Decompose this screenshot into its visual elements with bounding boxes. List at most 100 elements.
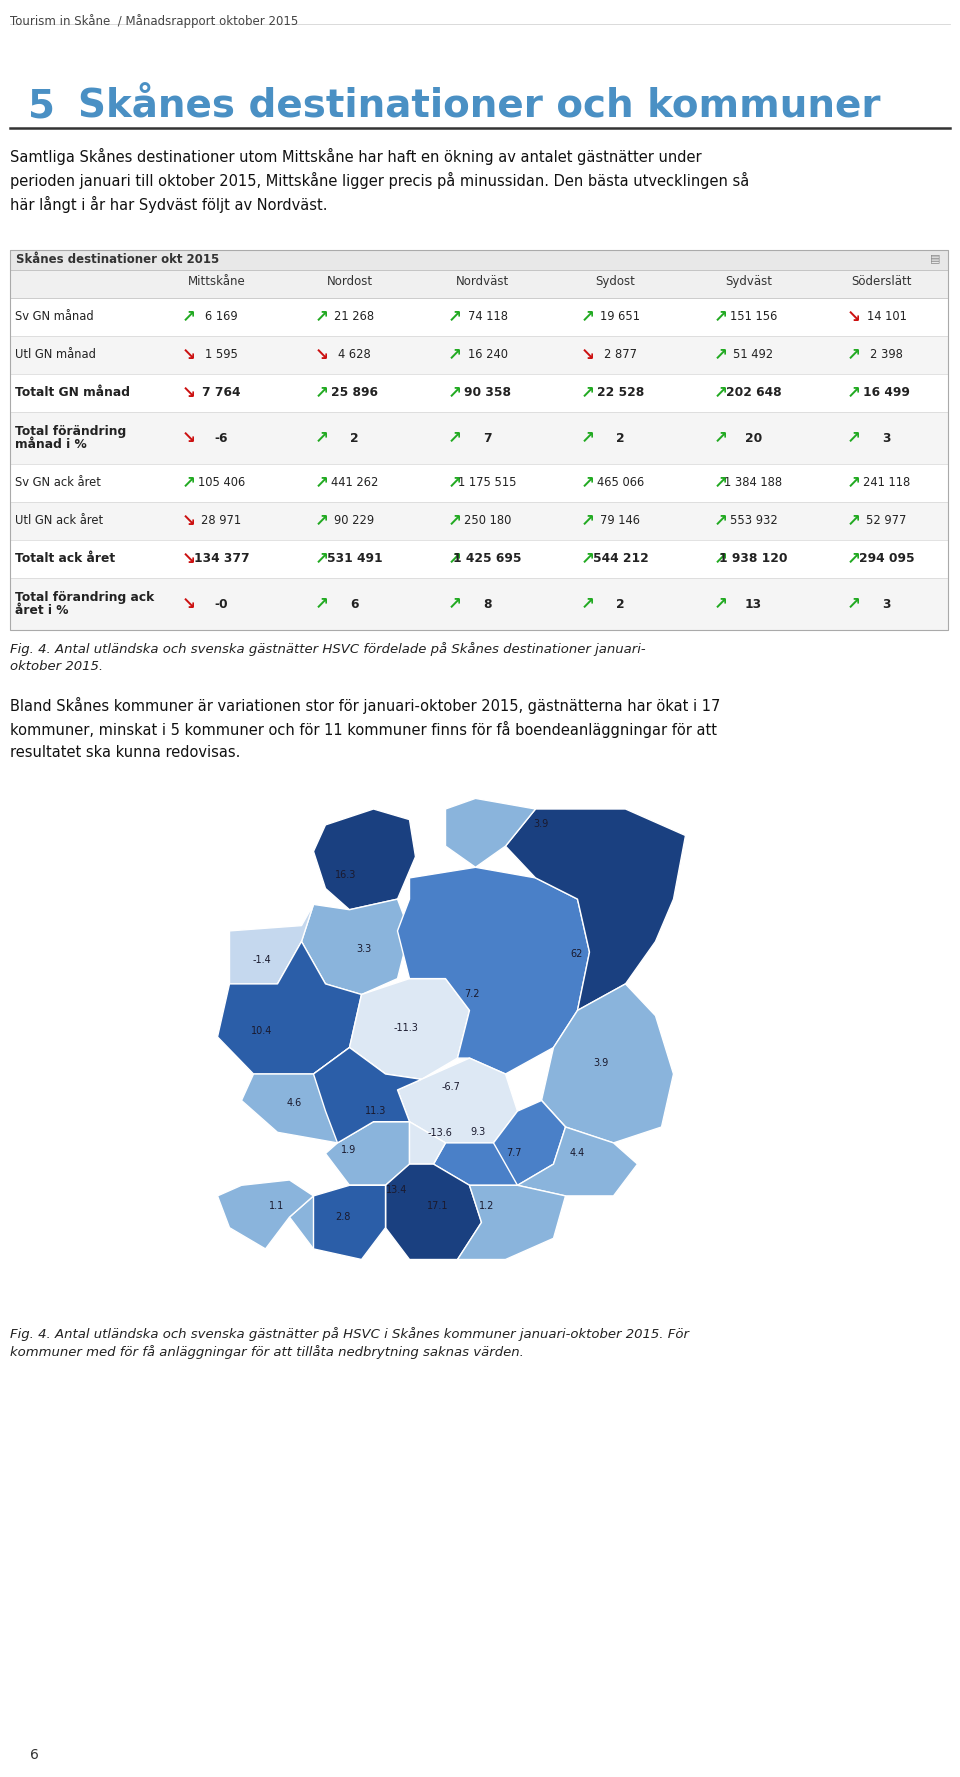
Text: ↗: ↗	[315, 551, 328, 569]
Bar	[10, 501, 948, 540]
Text: Samtliga Skånes destinationer utom Mittskåne har haft en ökning av antalet gästn: Samtliga Skånes destinationer utom Mitts…	[10, 147, 702, 165]
Text: 2 398: 2 398	[870, 348, 903, 361]
Text: ↗: ↗	[847, 428, 860, 448]
Text: perioden januari till oktober 2015, Mittskåne ligger precis på minussidan. Den b: perioden januari till oktober 2015, Mitt…	[10, 172, 749, 188]
Text: ↗: ↗	[713, 551, 728, 569]
Text: ↗: ↗	[315, 384, 328, 402]
Text: 2: 2	[350, 432, 359, 444]
Text: ↗: ↗	[447, 347, 462, 364]
Text: Skånes destinationer och kommuner: Skånes destinationer och kommuner	[78, 89, 880, 126]
Text: 544 212: 544 212	[592, 553, 648, 565]
Text: -13.6: -13.6	[428, 1128, 452, 1137]
Text: 5: 5	[28, 89, 55, 126]
Text: ↗: ↗	[713, 474, 728, 492]
Text: Nordväst: Nordväst	[456, 275, 509, 288]
Text: 7 764: 7 764	[203, 387, 241, 400]
Text: 25 896: 25 896	[331, 387, 378, 400]
Text: ↗: ↗	[713, 307, 728, 325]
Text: 4 628: 4 628	[338, 348, 371, 361]
Text: 10.4: 10.4	[252, 1025, 273, 1036]
Text: 134 377: 134 377	[194, 553, 250, 565]
Text: 3.9: 3.9	[593, 1057, 609, 1068]
Text: ↗: ↗	[447, 384, 462, 402]
Text: 90 358: 90 358	[464, 387, 511, 400]
Text: 9.3: 9.3	[470, 1127, 486, 1137]
Text: året i %: året i %	[15, 604, 68, 617]
Text: 16.3: 16.3	[335, 869, 357, 880]
Text: ↘: ↘	[581, 347, 594, 364]
Text: ↗: ↗	[847, 551, 860, 569]
Text: 14 101: 14 101	[867, 311, 906, 323]
Bar	[10, 251, 948, 631]
Text: 16 240: 16 240	[468, 348, 508, 361]
Bar	[10, 412, 948, 464]
Text: ↗: ↗	[581, 551, 594, 569]
Text: ↘: ↘	[181, 347, 196, 364]
Text: 1.9: 1.9	[342, 1146, 356, 1155]
Text: 62: 62	[571, 949, 583, 960]
Text: månad i %: månad i %	[15, 437, 86, 451]
Text: ↗: ↗	[713, 512, 728, 530]
Text: 13.4: 13.4	[386, 1185, 408, 1196]
Text: 51 492: 51 492	[733, 348, 774, 361]
Text: 8: 8	[483, 597, 492, 611]
Text: ↘: ↘	[181, 428, 196, 448]
Bar	[10, 540, 948, 578]
Text: 1.2: 1.2	[479, 1201, 494, 1210]
Text: ↗: ↗	[315, 595, 328, 613]
Text: ↘: ↘	[181, 512, 196, 530]
Text: -1.4: -1.4	[252, 954, 272, 965]
Text: 22 528: 22 528	[597, 387, 644, 400]
Text: 441 262: 441 262	[331, 476, 378, 489]
Text: ↗: ↗	[581, 474, 594, 492]
Text: ↗: ↗	[447, 551, 462, 569]
Text: Totalt ack året: Totalt ack året	[15, 553, 115, 565]
Text: ↗: ↗	[847, 512, 860, 530]
Text: ↗: ↗	[713, 595, 728, 613]
Text: ↘: ↘	[847, 307, 860, 325]
Text: 3.9: 3.9	[534, 819, 548, 830]
Bar	[10, 464, 948, 501]
Text: ↗: ↗	[713, 384, 728, 402]
Text: 1.1: 1.1	[270, 1201, 284, 1210]
Text: 1 175 515: 1 175 515	[458, 476, 516, 489]
Text: ↗: ↗	[447, 474, 462, 492]
Bar	[10, 251, 948, 270]
Text: 202 648: 202 648	[726, 387, 781, 400]
Bar	[10, 270, 948, 299]
Bar	[10, 578, 948, 631]
Text: 465 066: 465 066	[597, 476, 644, 489]
Text: 6 169: 6 169	[205, 311, 238, 323]
Text: ↗: ↗	[713, 428, 728, 448]
Text: ↗: ↗	[581, 512, 594, 530]
Text: ↗: ↗	[315, 512, 328, 530]
Text: 6: 6	[30, 1749, 38, 1763]
Text: 4.6: 4.6	[286, 1098, 301, 1107]
Text: ↗: ↗	[847, 347, 860, 364]
Text: 13: 13	[745, 597, 762, 611]
Text: 3.3: 3.3	[356, 944, 372, 954]
Text: Skånes destinationer okt 2015: Skånes destinationer okt 2015	[16, 252, 219, 267]
Text: Bland Skånes kommuner är variationen stor för januari-oktober 2015, gästnätterna: Bland Skånes kommuner är variationen sto…	[10, 697, 720, 714]
Text: ↗: ↗	[581, 384, 594, 402]
Text: Utl GN månad: Utl GN månad	[15, 348, 96, 361]
Text: ↘: ↘	[181, 551, 196, 569]
Text: 531 491: 531 491	[326, 553, 382, 565]
Text: ↗: ↗	[713, 347, 728, 364]
Text: -11.3: -11.3	[394, 1024, 419, 1034]
Text: ▤: ▤	[930, 252, 941, 263]
Text: 105 406: 105 406	[198, 476, 245, 489]
Text: ↗: ↗	[315, 428, 328, 448]
Text: Fig. 4. Antal utländska och svenska gästnätter HSVC fördelade på Skånes destinat: Fig. 4. Antal utländska och svenska gäst…	[10, 641, 646, 656]
Text: ↗: ↗	[447, 307, 462, 325]
Text: resultatet ska kunna redovisas.: resultatet ska kunna redovisas.	[10, 745, 240, 761]
Text: 7: 7	[483, 432, 492, 444]
Text: 3: 3	[882, 597, 891, 611]
Text: oktober 2015.: oktober 2015.	[10, 659, 103, 673]
Text: Totalt GN månad: Totalt GN månad	[15, 387, 130, 400]
Text: 553 932: 553 932	[730, 515, 778, 528]
Text: Sydost: Sydost	[595, 275, 636, 288]
Text: Nordost: Nordost	[326, 275, 372, 288]
Text: ↗: ↗	[315, 307, 328, 325]
Text: Tourism in Skåne  / Månadsrapport oktober 2015: Tourism in Skåne / Månadsrapport oktober…	[10, 14, 299, 28]
